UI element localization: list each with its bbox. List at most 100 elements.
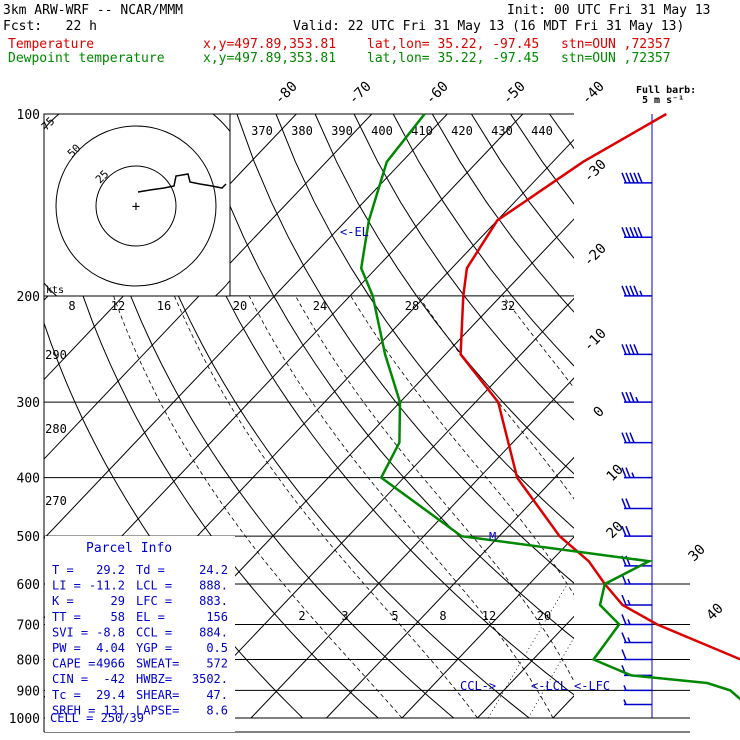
wind-barb [621,432,652,444]
dry-adiabat [275,114,574,529]
parcel-row-value: 29.4 [96,688,125,702]
temperature-label: -60 [423,79,452,108]
moist-adiabat [248,295,554,719]
speed-tick-label: 24 [313,299,327,313]
wind-barb-flag [625,391,631,403]
temperature-profile [459,112,740,661]
wind-legend-title: Full barb: [636,85,696,96]
parcel-row-value: 24.2 [199,563,228,577]
mixing-ratio-line [581,584,655,718]
parcel-row-value: 156 [206,610,228,624]
parcel-row-value: 4966 [96,657,125,671]
wind-barb-flag [621,391,627,403]
isotherm-line [250,377,574,719]
parcel-row-label: HWBZ= [136,672,172,686]
wind-barb-flag [623,699,627,705]
wind-barb [621,649,652,661]
wind-barb-flag [627,619,631,625]
mixing-ratio-label: 5 [391,609,398,623]
wind-barb-flag [633,285,639,297]
wind-barb-flag [621,227,627,238]
isotherm-line [44,114,373,460]
temperature-label: 40 [704,601,727,624]
wind-barb-flag [621,432,627,443]
wind-barb [621,391,652,403]
pressure-label-800: 800 [17,653,40,668]
dewpoint-latlon: lat,lon= 35.22, -97.45 [367,51,540,66]
temperature-latlon: lat,lon= 35.22, -97.45 [367,37,540,52]
lfc-marker: <-LFC [574,679,610,693]
wind-barb [621,467,652,479]
wind-barb-flag [639,290,643,297]
parcel-row-value: 0.5 [206,641,228,655]
dry-adiabat [628,114,740,718]
parcel-row-value: 572 [206,657,228,671]
wind-barb-flag [621,614,627,625]
wind-barb [621,525,652,537]
el-marker: <-EL [340,225,369,239]
pressure-label-100: 100 [17,108,40,123]
theta-label: 270 [45,494,67,508]
parcel-row-label: LI = [52,579,81,593]
speed-tick-label: 20 [233,299,247,313]
theta-labels: 370 380 390 400 410 420 430 440 290 280 270 [45,124,553,508]
wind-barb-flag [621,649,627,660]
wind-barb-flag [621,285,627,297]
moist-adiabat [295,295,574,683]
dry-adiabat [510,114,574,205]
mixing-ratio-label: 20 [537,609,551,623]
wind-barb-flag [627,599,631,606]
temperature-label: -80 [272,79,301,108]
wind-barb-flag [625,525,631,537]
dewpoint-profile [359,113,740,701]
parcel-info-panel: Parcel Info T = 29.2 Td = 24.2 LI = -11.2 LCL … [45,536,235,732]
parcel-row-label: EL = [136,610,165,624]
wind-barb-flag [621,498,627,509]
wind-legend-units: 5 m s⁻¹ [642,95,684,106]
parcel-row-value: 29.2 [96,563,125,577]
wind-barb [621,632,652,644]
mixing-ratio-lines: 2 3 5 8 12 20 [298,583,740,719]
temperature-label: 10 [604,462,627,485]
mixing-ratio-line [679,584,740,718]
dry-adiabat [353,114,574,421]
parcel-row-value: 8.6 [206,703,228,717]
wind-barb [621,172,652,184]
temperature-label: 0 [591,404,608,421]
wind-barb-flag [633,172,639,184]
parcel-row-value: 884. [199,625,228,639]
wind-legend: Full barb: 5 m s⁻¹ [636,85,696,106]
wind-barb-flag [625,285,631,297]
wind-barb-flag [629,391,635,403]
parcel-row-label: SVI = [52,625,88,639]
dry-adiabat [119,114,530,719]
wind-barb-flag [627,637,631,643]
wind-barb-flag [625,498,631,509]
temperature-label: -10 [581,326,610,355]
wind-barb-flag [629,344,635,355]
theta-label: 430 [491,124,513,138]
ccl-marker: CCL-> [460,679,496,693]
wind-barb-flag [625,227,631,238]
pressure-tick-labels: 100 200 300 400 500 600 700 800 900 1000 [9,108,40,727]
dewpoint-legend: Dewpoint temperature [8,51,165,66]
pressure-label-400: 400 [17,472,40,487]
dry-adiabat [158,114,574,696]
parcel-row-label: TT = [52,610,81,624]
parcel-row-label: YGP = [136,641,172,655]
wind-barb-flag [629,285,635,297]
wind-barb [621,594,652,606]
isotherm-line [704,114,740,718]
hodograph-box [43,113,231,297]
wind-barb-flag [631,472,635,478]
temperature-xy: x,y=497.89,353.81 [203,37,337,52]
parcel-row-value: 58 [111,610,125,624]
lcl-marker: <-LCL [531,679,567,693]
temperature-label: -70 [346,79,375,108]
wind-barb-flag [621,525,627,537]
hodograph: + 25 50 75 kts [39,113,231,297]
wind-barbs [621,114,653,718]
wind-barb-flag [621,594,627,606]
dewpoint-station: stn=OUN ,72357 [561,51,671,66]
dry-adiabat [549,114,574,150]
